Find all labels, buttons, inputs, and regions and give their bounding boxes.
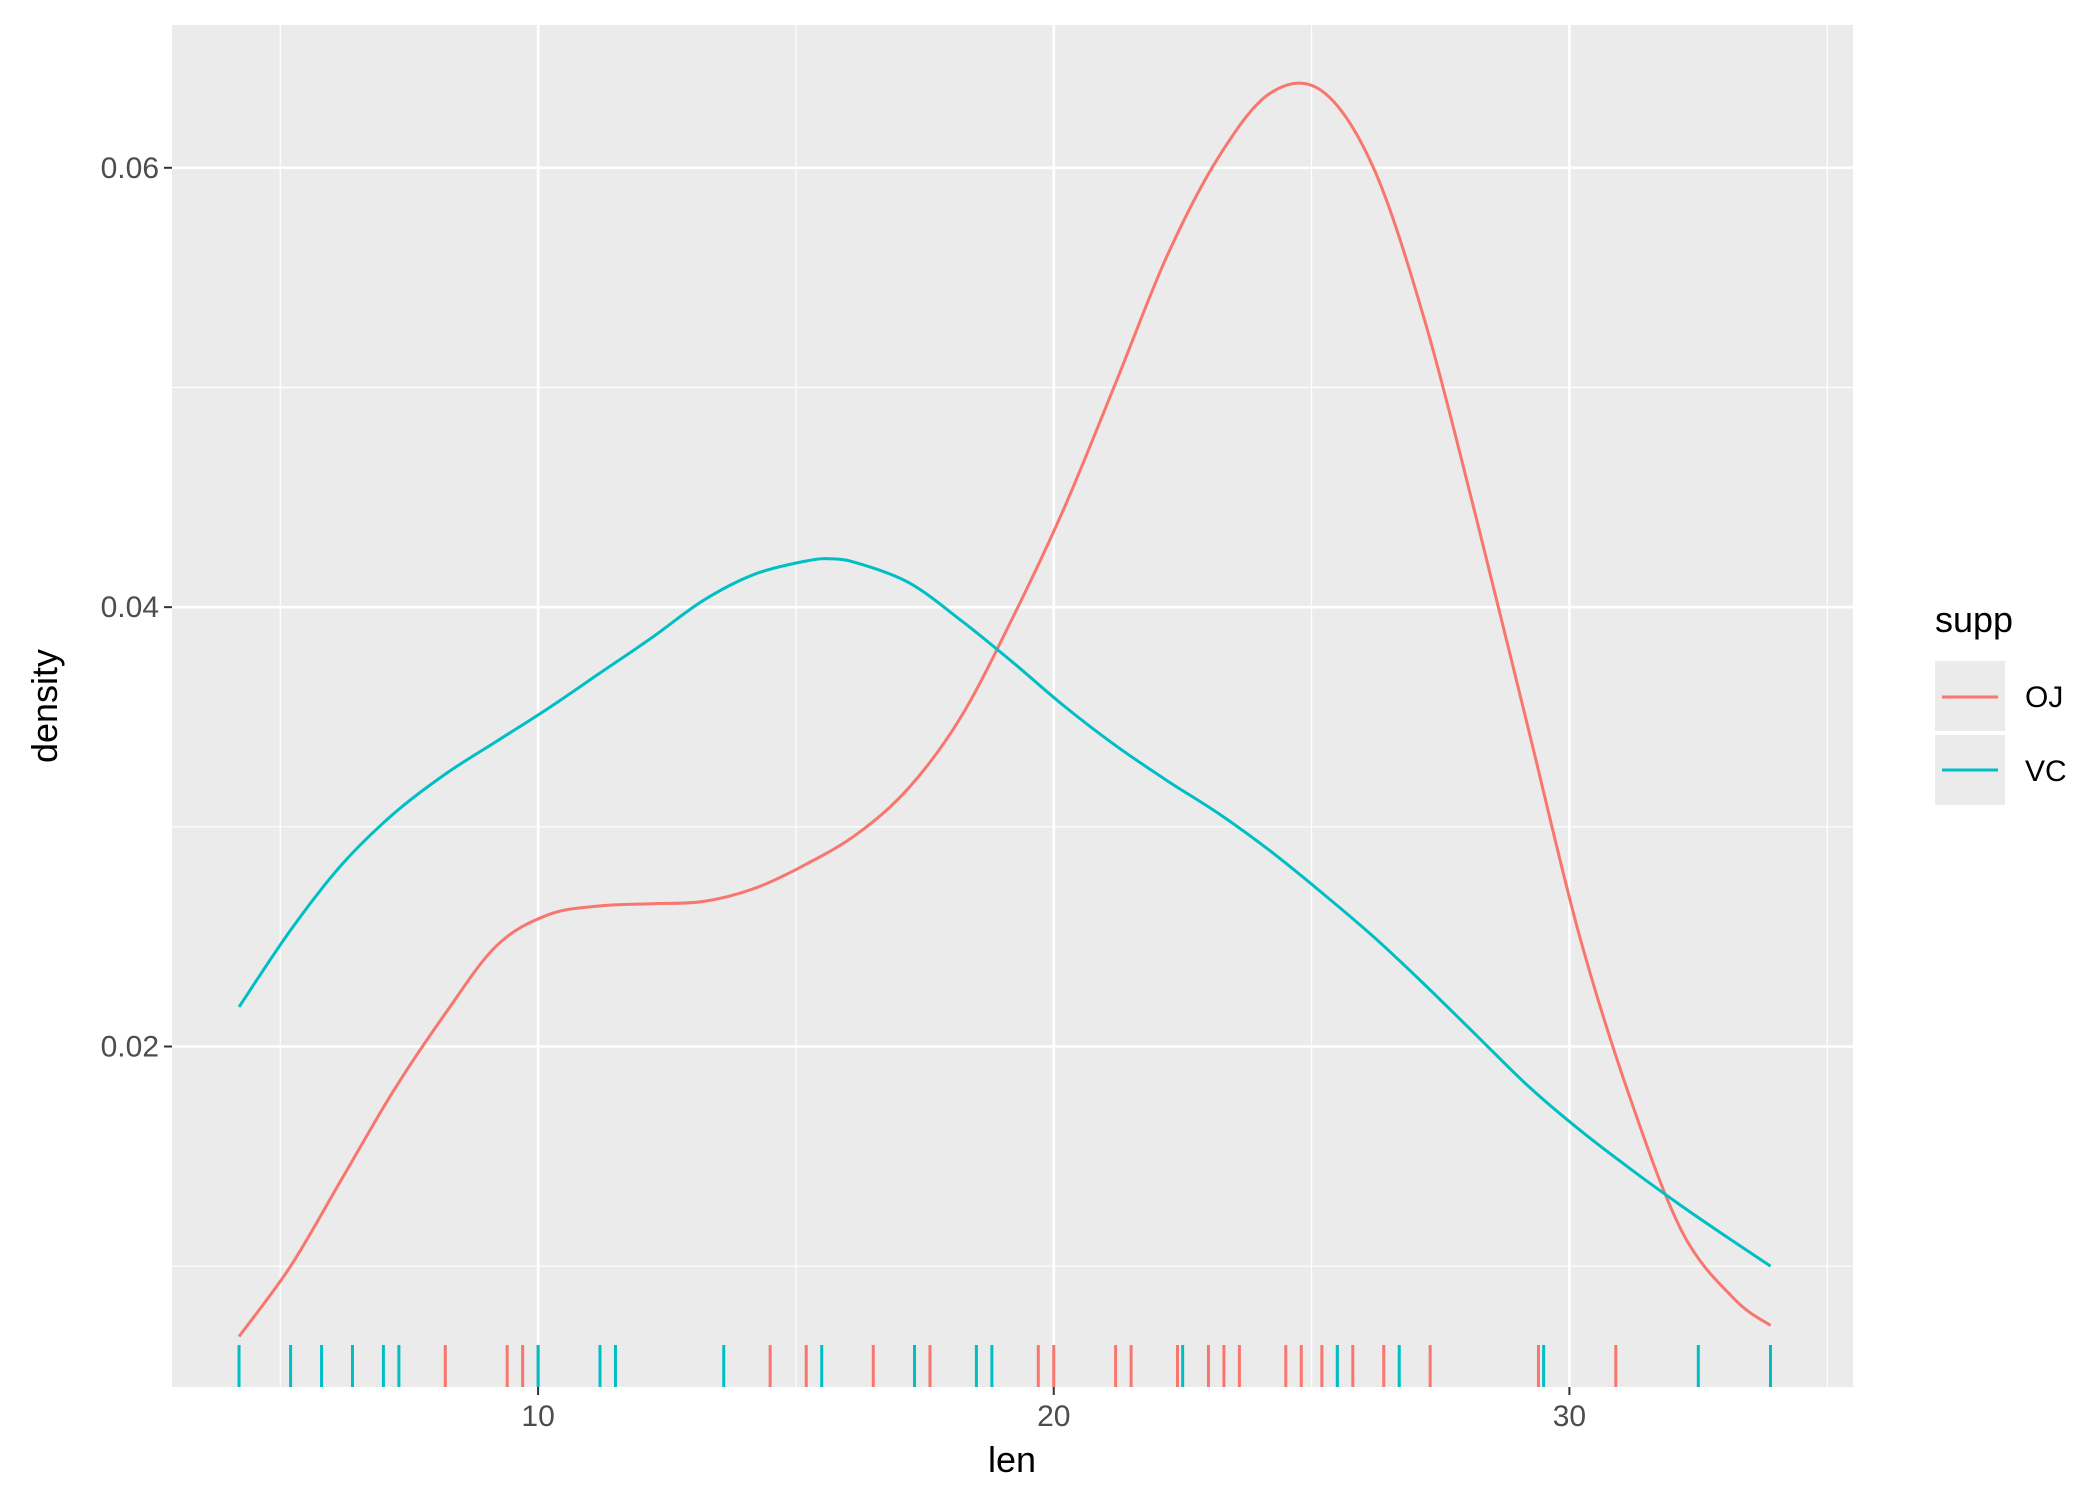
major-gridlines (172, 25, 1853, 1387)
density-line-vc (237, 557, 1772, 1268)
density-curves (237, 81, 1772, 1338)
plot-panel (172, 25, 1853, 1387)
legend-label-oj: OJ (2025, 681, 2063, 714)
legend-label-vc: VC (2025, 755, 2067, 788)
density-line-oj (237, 81, 1772, 1338)
x-tick-labels: 10 20 30 (521, 1400, 1586, 1433)
x-tick-label: 10 (521, 1400, 554, 1433)
legend: supp OJ VC (1935, 599, 2067, 805)
axis-ticks (164, 166, 1571, 1395)
y-axis-title: density (24, 649, 65, 763)
rug-marks (237, 1345, 1772, 1387)
legend-title: supp (1935, 599, 2013, 640)
x-axis-title: len (988, 1439, 1036, 1480)
x-tick-label: 30 (1553, 1400, 1586, 1433)
y-tick-label: 0.02 (101, 1031, 159, 1064)
y-tick-label: 0.04 (101, 591, 159, 624)
y-tick-labels: 0.02 0.04 0.06 (101, 152, 159, 1064)
minor-gridlines (172, 25, 1853, 1387)
x-tick-label: 20 (1037, 1400, 1070, 1433)
y-tick-label: 0.06 (101, 152, 159, 185)
